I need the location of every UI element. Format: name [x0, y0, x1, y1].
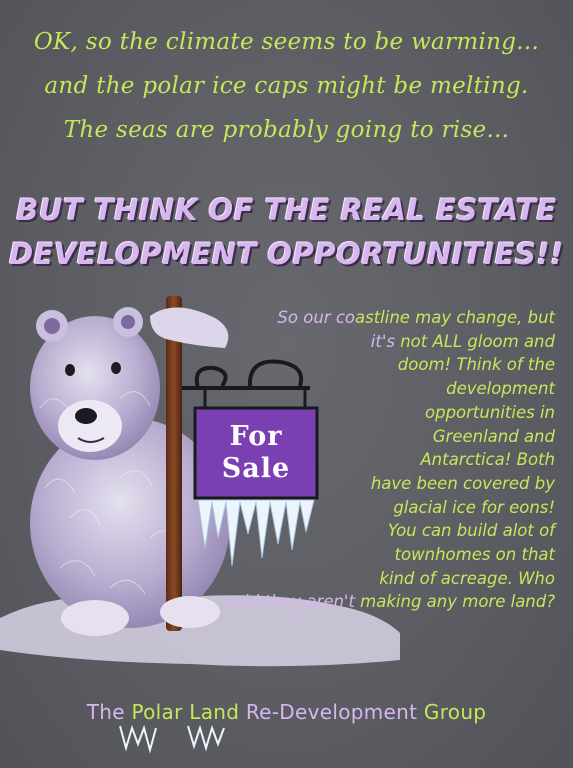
footer-icicles	[119, 724, 225, 754]
footer-part-3: Re-Development	[239, 700, 424, 724]
body-line-1-purple: So our co	[277, 308, 355, 327]
bear-snout	[58, 400, 122, 452]
sign-bracket-scroll	[182, 359, 310, 390]
headline-line-1: BUT THINK OF THE REAL ESTATE	[16, 193, 557, 227]
body-line-3: doom! Think of the	[397, 355, 555, 375]
body-text: So our coastline may change, but it's no…	[135, 306, 555, 614]
bear-paw-left	[61, 600, 129, 636]
for-sale-sign-board	[193, 406, 319, 500]
intro-text: OK, so the climate seems to be warming..…	[0, 20, 573, 152]
headline: BUT THINK OF THE REAL ESTATE DEVELOPMENT…	[0, 188, 573, 276]
intro-line-3: The seas are probably going to rise...	[63, 117, 510, 143]
body-line-7: Antarctica! Both	[420, 450, 555, 470]
bear-eye-right	[111, 362, 121, 374]
footer-part-2: Polar Land	[131, 700, 240, 724]
body-line-9: glacial ice for eons!	[393, 497, 555, 517]
sign-icicles	[197, 499, 315, 567]
body-line-11: townhomes on that	[394, 545, 555, 565]
footer-group-name: The Polar Land Re-Development Group	[0, 700, 573, 724]
polar-bear-illustration	[0, 296, 400, 667]
body-last-purple: said they aren't	[225, 592, 355, 612]
sign-post	[166, 296, 182, 631]
body-line-1: So our coastline may change, but	[135, 306, 555, 330]
body-line-4: development	[446, 379, 555, 399]
intro-line-1: OK, so the climate seems to be warming..…	[33, 29, 540, 55]
body-line-5: opportunities in	[425, 402, 555, 422]
body-line-2-green: not ALL gloom and	[394, 331, 555, 351]
bear-eye-left	[65, 364, 75, 376]
body-line-2-purple: it's	[370, 331, 395, 351]
intro-line-2: and the polar ice caps might be melting.	[44, 73, 529, 99]
sign-line-2: Sale	[221, 453, 291, 484]
sign-line-1: For	[229, 421, 283, 452]
body-line-13: said they aren't making any more land?	[135, 590, 555, 614]
headline-line-2: DEVELOPMENT OPPORTUNITIES!!	[9, 237, 564, 271]
bear-paw-right	[160, 596, 220, 628]
body-last-green: making any more land?	[354, 592, 555, 612]
body-line-10: You can build alot of	[387, 521, 555, 541]
body-line-1-green: astline may change, but	[354, 308, 555, 327]
body-line-12: kind of acreage. Who	[379, 568, 555, 588]
body-line-8: have been covered by	[370, 473, 555, 493]
footer-part-4: Group	[423, 700, 487, 724]
bear-nose	[75, 408, 97, 424]
bear-arm	[150, 307, 229, 348]
footer-part-1: The	[86, 700, 132, 724]
for-sale-sign-text: For Sale	[197, 410, 315, 496]
body-line-6: Greenland and	[432, 426, 555, 446]
body-line-2: it's not ALL gloom and	[135, 330, 555, 354]
